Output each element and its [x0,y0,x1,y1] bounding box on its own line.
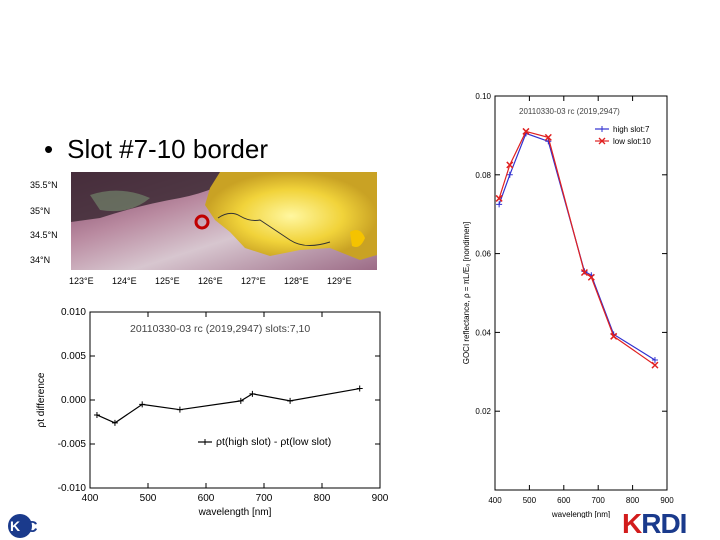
y-axis-label: ρt difference [36,372,47,427]
chart-title: 20110330-03 rc (2019,2947) slots:7,10 [130,323,310,335]
map-lon-label: 127°E [241,276,266,286]
y-tick-label: -0.010 [58,483,87,494]
legend-label: low slot:10 [613,137,651,146]
x-axis-label: wavelength [nm] [198,507,272,518]
plot-frame [89,311,381,489]
y-tick-label: 0.010 [61,307,86,318]
x-tick-label: 600 [198,493,215,504]
x-tick-label: 800 [314,493,331,504]
x-tick-label: 400 [82,493,99,504]
y-tick-label: 0.10 [475,92,491,101]
map-lat-label: 35.5°N [30,180,58,190]
x-tick-label: 700 [256,493,273,504]
series-line [96,387,360,424]
map-coastline [217,212,331,246]
svg-text:C: C [26,519,38,536]
map-lon-label: 128°E [284,276,309,286]
bullet-mark: • [44,134,54,164]
map-lon-label: 123°E [69,276,94,286]
chart-title: 20110330-03 rc (2019,2947) [519,107,620,116]
data-point [506,171,513,178]
data-point [111,419,118,426]
map-lon-label: 126°E [198,276,223,286]
map-marker [194,214,210,230]
data-point [249,390,256,397]
x-tick-label: 900 [660,496,674,505]
kordi-logo-rdi: RDI [641,508,687,539]
x-tick-label: 900 [372,493,389,504]
data-point [522,127,530,135]
x-axis-label: wavelength [nm] [551,510,610,518]
data-point [651,356,658,363]
y-axis-label: GOCI reflectance, ρ = πL/E₀ [nondimen] [462,222,471,365]
data-point [587,273,595,281]
map-lat-label: 35°N [30,206,50,216]
data-point [237,397,244,404]
map-lat-label: 34.5°N [30,230,58,240]
data-point [651,361,659,369]
data-point [580,268,588,277]
data-point [496,201,503,208]
map-lon-label: 125°E [155,276,180,286]
kordi-logo-k: K [622,508,642,539]
legend-marker [598,137,606,145]
bullet-text: Slot #7-10 border [67,134,269,164]
reflectance-chart: 400 500 600 700 800 900 0.10 0.08 0.06 0.04 0.02 20… [462,92,674,518]
x-tick-label: 600 [557,496,571,505]
svg-text:K: K [10,518,20,534]
data-point [544,133,552,141]
y-tick-label: 0.06 [475,250,491,259]
series-line [498,130,656,366]
map-lon-label: 129°E [327,276,352,286]
plot-frame [494,95,668,491]
data-point [495,194,503,202]
map-lat-label: 34°N [30,255,50,265]
bullet-line: • Slot #7-10 border [44,134,268,165]
x-tick-label: 500 [523,496,537,505]
data-point [356,385,363,392]
data-point [93,411,100,418]
data-point [176,406,183,413]
map-island [350,230,365,247]
data-point [139,401,146,408]
difference-chart: 400 500 600 700 800 900 0.010 0.005 0.000 -0.005 -… [36,307,389,518]
y-tick-label: -0.005 [58,439,87,450]
kc-logo: K C [8,514,38,538]
satellite-map: 35.5°N 35°N 34.5°N 34°N 123°E 124°E 125°E 126°… [30,172,377,286]
y-tick-label: 0.000 [61,395,86,406]
y-tick-label: 0.005 [61,351,86,362]
y-tick-label: 0.08 [475,171,491,180]
data-point [506,161,514,169]
kordi-logo: KRDI [622,508,687,540]
map-lon-label: 124°E [112,276,137,286]
map-green-haze [90,190,150,212]
data-point [610,332,618,340]
y-tick-label: 0.02 [475,407,491,416]
map-land-korea [205,172,377,260]
x-tick-label: 500 [140,493,157,504]
data-point [287,397,294,404]
x-tick-label: 800 [626,496,640,505]
legend-label: high slot:7 [613,125,650,134]
legend-label: ρt(high slot) - ρt(low slot) [216,436,331,448]
x-tick-label: 400 [488,496,502,505]
x-tick-label: 700 [592,496,606,505]
y-tick-label: 0.04 [475,328,491,337]
